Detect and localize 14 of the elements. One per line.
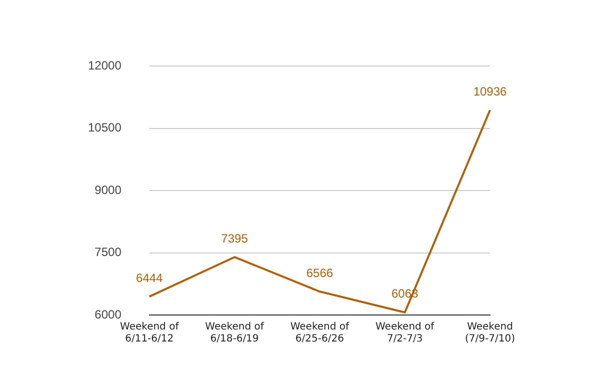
- data-label: 6444: [136, 270, 164, 285]
- x-tick-label: Weekend of 6/11-6/12: [120, 322, 180, 345]
- data-label: 10936: [473, 84, 508, 98]
- y-tick-label: 12000: [88, 58, 122, 72]
- x-tick-label: Weekend of 7/2-7/3: [375, 322, 435, 345]
- y-tick-label: 10500: [88, 120, 122, 135]
- y-tick-label: 6000: [94, 307, 122, 322]
- x-tick-label: Weekend of 6/18-6/19: [205, 322, 264, 345]
- y-tick-label: 7500: [94, 245, 122, 260]
- data-label: 7395: [221, 231, 248, 246]
- x-tick-label: Weekend (7/9-7/10): [465, 322, 516, 345]
- x-tick-label: Weekend of 6/25-6/26: [290, 322, 350, 345]
- y-tick-label: 9000: [94, 182, 122, 197]
- data-label: 6566: [306, 266, 334, 280]
